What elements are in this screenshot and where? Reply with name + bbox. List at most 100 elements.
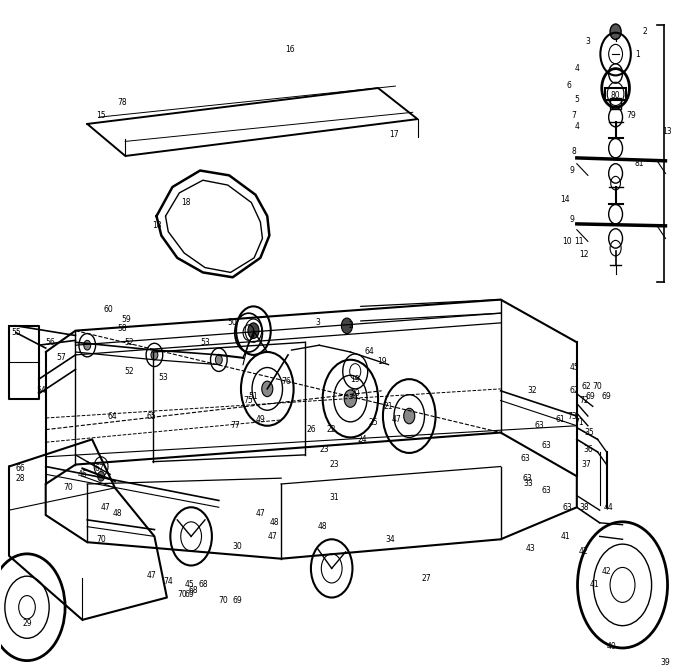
Text: 71: 71 — [574, 418, 583, 427]
Text: 43: 43 — [526, 544, 535, 554]
Text: 69: 69 — [233, 596, 242, 605]
Text: 17: 17 — [389, 130, 399, 139]
Text: 59: 59 — [122, 315, 132, 323]
Text: 45: 45 — [569, 363, 579, 372]
Text: 80: 80 — [611, 91, 620, 100]
Circle shape — [610, 24, 621, 40]
Text: 4: 4 — [575, 64, 579, 73]
Text: 1: 1 — [635, 50, 640, 58]
Text: 13: 13 — [662, 127, 672, 136]
Circle shape — [151, 350, 158, 360]
Circle shape — [216, 355, 222, 364]
Text: 41: 41 — [560, 532, 570, 541]
Text: 63: 63 — [541, 441, 551, 450]
Text: 5: 5 — [575, 95, 579, 104]
Text: 46: 46 — [78, 470, 87, 479]
Text: 62: 62 — [569, 386, 579, 395]
Text: 78: 78 — [117, 98, 126, 107]
Text: 6: 6 — [566, 81, 571, 90]
Text: 16: 16 — [286, 45, 295, 54]
Text: 69: 69 — [184, 590, 194, 599]
Text: 63: 63 — [521, 454, 530, 463]
Text: 48: 48 — [318, 522, 328, 531]
Text: 60: 60 — [103, 305, 113, 314]
Text: 44: 44 — [604, 503, 613, 512]
Text: 65: 65 — [147, 411, 156, 421]
Text: 49: 49 — [256, 415, 265, 425]
Text: 11: 11 — [574, 237, 583, 246]
Text: 23: 23 — [320, 445, 330, 454]
Text: 18: 18 — [182, 198, 191, 207]
Bar — [605, 88, 626, 100]
Text: 7: 7 — [572, 111, 577, 119]
Text: 73: 73 — [567, 411, 577, 421]
Text: 70: 70 — [593, 382, 602, 391]
Text: 48: 48 — [112, 509, 122, 517]
Circle shape — [404, 408, 415, 424]
Text: 47: 47 — [147, 571, 156, 580]
Text: 52: 52 — [124, 338, 133, 347]
Text: 14: 14 — [560, 195, 570, 204]
Text: 61: 61 — [556, 415, 565, 425]
Text: 76: 76 — [281, 376, 291, 386]
Text: 47: 47 — [267, 532, 277, 541]
Text: 53: 53 — [200, 338, 210, 347]
Text: 29: 29 — [22, 619, 32, 628]
Circle shape — [262, 381, 273, 397]
Text: 18: 18 — [152, 221, 161, 230]
Text: 64: 64 — [364, 348, 374, 356]
Text: 62: 62 — [581, 382, 591, 391]
Text: 20: 20 — [350, 389, 360, 398]
Text: 24: 24 — [358, 435, 367, 444]
Text: 42: 42 — [579, 548, 589, 556]
Text: 30: 30 — [233, 541, 242, 551]
Text: 10: 10 — [562, 237, 572, 246]
Text: 63: 63 — [522, 474, 532, 482]
Text: 19: 19 — [377, 357, 386, 366]
Text: 42: 42 — [602, 567, 611, 576]
Text: 67: 67 — [94, 464, 104, 473]
Bar — [610, 98, 621, 109]
Text: 74: 74 — [163, 576, 173, 586]
Text: 70: 70 — [219, 596, 228, 605]
Text: 81: 81 — [634, 159, 644, 168]
Text: 70: 70 — [64, 483, 73, 493]
Text: 69: 69 — [585, 392, 596, 401]
Text: 37: 37 — [581, 460, 591, 469]
Text: 68: 68 — [188, 586, 198, 595]
Text: 64: 64 — [108, 411, 118, 421]
Text: 23: 23 — [330, 460, 339, 469]
Text: 2: 2 — [348, 321, 353, 330]
Text: 25: 25 — [369, 418, 378, 427]
Text: 56: 56 — [46, 338, 56, 347]
Text: 52: 52 — [124, 367, 133, 376]
Text: 15: 15 — [97, 111, 106, 119]
Text: 12: 12 — [579, 250, 588, 260]
Text: 69: 69 — [602, 392, 611, 401]
Text: 36: 36 — [583, 445, 593, 454]
Text: 77: 77 — [230, 421, 239, 430]
Text: 63: 63 — [541, 486, 551, 495]
Text: 34: 34 — [385, 535, 394, 544]
Text: 47: 47 — [101, 503, 111, 512]
Text: 41: 41 — [590, 580, 600, 589]
Text: 63: 63 — [534, 421, 544, 430]
Text: 22: 22 — [327, 425, 337, 434]
Text: 3: 3 — [585, 37, 590, 46]
Text: 54: 54 — [36, 386, 46, 395]
Text: 33: 33 — [524, 480, 533, 488]
Text: 19: 19 — [350, 374, 360, 384]
Text: 38: 38 — [579, 503, 589, 512]
Text: 32: 32 — [528, 386, 537, 395]
Text: 63: 63 — [562, 503, 572, 512]
Text: 9: 9 — [570, 166, 575, 175]
Text: 51: 51 — [249, 392, 258, 401]
Text: 55: 55 — [11, 328, 21, 337]
Text: 47: 47 — [256, 509, 265, 517]
Text: 58: 58 — [117, 324, 126, 333]
Text: 21: 21 — [384, 402, 393, 411]
Circle shape — [341, 318, 352, 333]
Text: 70: 70 — [177, 590, 187, 599]
Text: 53: 53 — [158, 372, 168, 382]
Circle shape — [248, 323, 259, 338]
